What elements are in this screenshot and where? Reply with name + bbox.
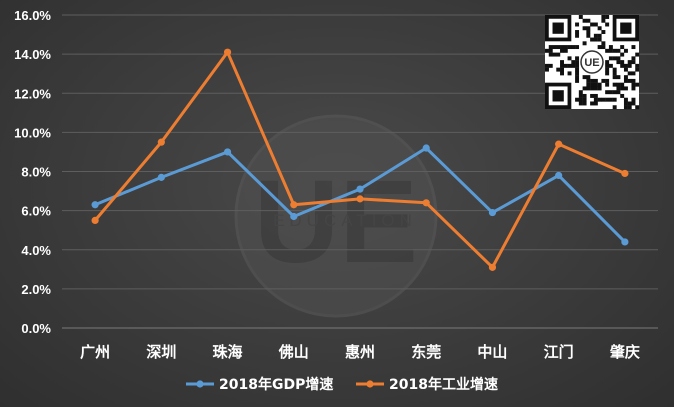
x-tick-label: 东莞 [411, 343, 441, 361]
x-tick-label: 深圳 [146, 343, 176, 361]
legend: 2018年GDP增速 2018年工业增速 [186, 376, 498, 393]
legend-marker [366, 380, 374, 388]
data-point [290, 201, 298, 209]
qr-center-logo: UE [584, 57, 599, 69]
data-point [356, 195, 364, 203]
y-tick-label: 12.0% [14, 86, 51, 101]
data-point [422, 199, 430, 207]
data-point [555, 140, 563, 148]
y-axis-tick-labels: 0.0% 2.0% 4.0% 6.0% 8.0% 10.0% 12.0% 14.0% 16.0% [14, 8, 51, 336]
data-point [621, 169, 629, 178]
x-axis-tick-labels: 广州 深圳 珠海 佛山 惠州 东莞 中山 江门 肇庆 [80, 343, 640, 361]
x-tick-label: 中山 [477, 343, 507, 361]
y-tick-label: 14.0% [14, 47, 51, 62]
x-tick-label: 广州 [80, 343, 110, 361]
watermark-arc-text: EDUCATION [273, 211, 417, 230]
data-point [157, 138, 165, 146]
x-tick-label: 江门 [544, 343, 574, 361]
data-point [157, 173, 165, 181]
y-tick-label: 16.0% [14, 8, 51, 23]
x-tick-label: 珠海 [213, 343, 243, 361]
watermark-logo: UE EDUCATION [234, 114, 438, 318]
qr-code-icon: UE [545, 15, 640, 110]
data-point [488, 208, 497, 217]
series-2 [91, 48, 629, 271]
y-tick-label: 2.0% [21, 282, 51, 297]
data-point [356, 185, 364, 193]
series-lines [91, 48, 629, 271]
y-tick-label: 8.0% [21, 165, 51, 180]
legend-item: 2018年GDP增速 [186, 376, 333, 393]
data-point [91, 216, 99, 225]
data-point [621, 238, 629, 246]
x-tick-label: 肇庆 [609, 343, 640, 361]
y-tick-label: 4.0% [21, 243, 51, 258]
legend-marker [196, 380, 204, 388]
data-point [223, 48, 232, 56]
y-tick-label: 6.0% [21, 204, 51, 219]
data-point [223, 148, 232, 156]
x-tick-label: 佛山 [278, 343, 309, 361]
legend-item: 2018年工业增速 [356, 376, 498, 393]
legend-label: 2018年工业增速 [389, 376, 498, 393]
data-point [290, 212, 298, 221]
legend-label: 2018年GDP增速 [219, 376, 333, 393]
y-tick-label: 10.0% [14, 125, 51, 140]
data-point [422, 144, 430, 152]
x-tick-label: 惠州 [345, 343, 375, 361]
data-point [488, 263, 497, 271]
data-point [91, 201, 99, 209]
y-tick-label: 0.0% [21, 321, 51, 336]
data-point [555, 171, 563, 180]
